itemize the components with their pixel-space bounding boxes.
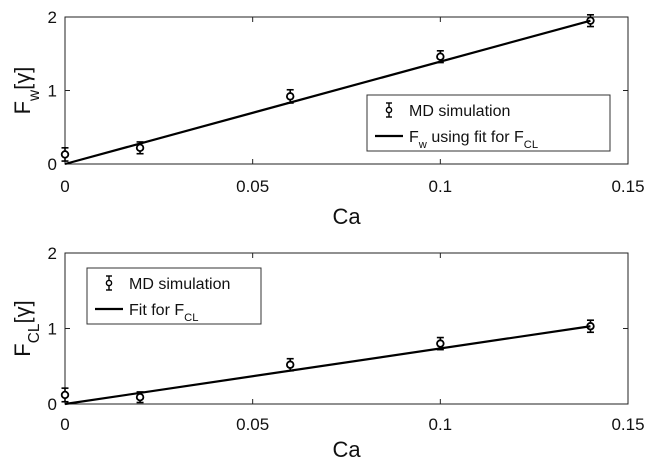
chart-2-x-tick-label: 0.05 [236,415,269,434]
chart-2-data-point [436,339,445,348]
chart-1-fit-line [64,19,591,166]
chart-2-y-axis-label: FCL[γ] [10,300,43,356]
chart-1-x-tick-label: 0.15 [611,177,644,196]
chart-1-x-tick-label: 0.05 [236,177,269,196]
chart-2-panel: 0 0.05 0.1 0.15 0 1 2 Ca FCL[γ] MD simulation Fit … [10,244,645,462]
chart-1-data-point [286,92,295,101]
chart-1-data-point [60,150,70,159]
chart-2-data-point [135,393,145,402]
chart-2-data-point [60,390,70,400]
chart-1-legend-marker [385,106,393,114]
chart-1-x-axis-label: Ca [332,204,361,229]
chart-2-y-tick-label: 0 [48,395,57,414]
chart-1-y-axis-label: Fw[γ] [10,67,43,115]
chart-1-legend-label-fit: Fw using fit for FCL [409,129,538,151]
chart-1-legend-box [366,94,611,152]
chart-2-x-axis-label: Ca [332,437,361,462]
chart-1-x-tick-label: 0 [60,177,69,196]
chart-1-y-tick-label: 2 [48,8,57,27]
chart-2-legend-box [86,267,262,325]
chart-1-panel: 0 0.05 0.1 0.15 0 1 2 Ca Fw[γ] MD simulation Fw us… [10,8,645,229]
chart-2-legend-label-fit: Fit for FCL [129,302,198,324]
chart-2-y-tick-label: 1 [48,320,57,339]
chart-2-data-point [286,360,295,369]
chart-1-data-point [135,143,145,153]
chart-1-y-tick-label: 0 [48,155,57,174]
chart-2-x-tick-label: 0.15 [611,415,644,434]
chart-2-legend-label-md: MD simulation [129,276,230,293]
chart-2-y-tick-label: 2 [48,244,57,263]
chart-1-legend: MD simulation Fw using fit for FCL [366,94,611,152]
chart-2-x-tick-label: 0.1 [429,415,453,434]
chart-2-fit-line [64,325,591,406]
chart-1-data-point [436,52,445,61]
chart-2-legend: MD simulation Fit for FCL [86,267,262,325]
chart-2-x-tick-label: 0 [60,415,69,434]
chart-2-legend-marker [105,279,113,287]
chart-1-legend-label-md: MD simulation [409,103,510,120]
chart-1-x-tick-label: 0.1 [429,177,453,196]
chart-1-y-tick-label: 1 [48,82,57,101]
